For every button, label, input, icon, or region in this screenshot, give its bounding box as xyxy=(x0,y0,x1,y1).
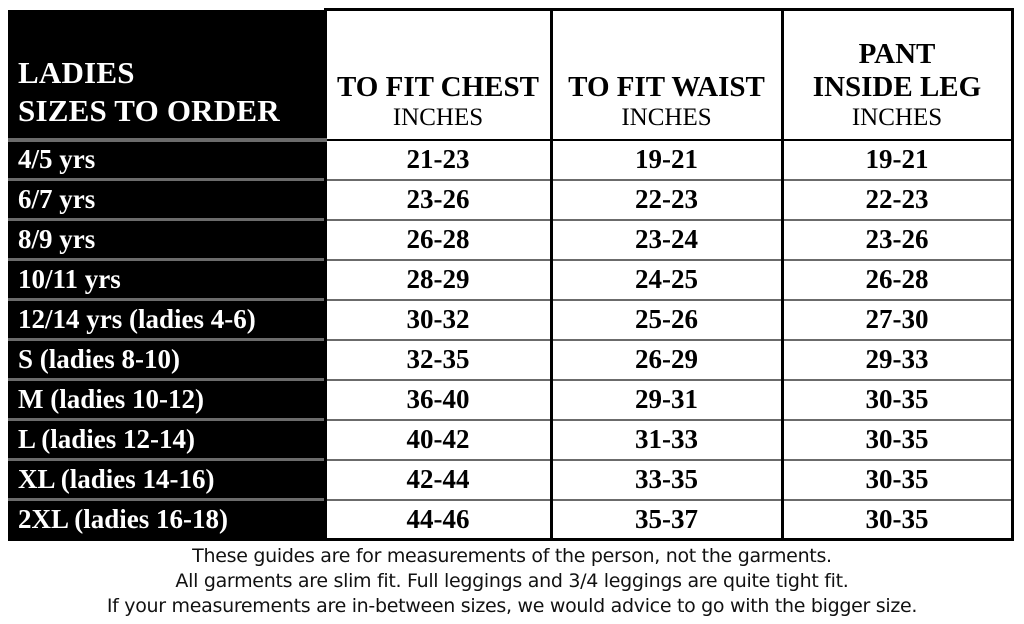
column-header-chest: TO FIT CHEST INCHES xyxy=(323,8,553,141)
leg-header-unit: INCHES xyxy=(851,104,943,131)
cell-leg: 29-33 xyxy=(780,338,1014,380)
cell-waist: 23-24 xyxy=(549,218,784,260)
cell-chest: 30-32 xyxy=(323,298,553,340)
column-header-waist: TO FIT WAIST INCHES xyxy=(549,8,784,141)
cell-leg: 22-23 xyxy=(780,178,1014,220)
size-chart-table: LADIES SIZES TO ORDER TO FIT CHEST INCHE… xyxy=(8,8,1014,541)
cell-size: 12/14 yrs (ladies 4-6) xyxy=(8,298,327,340)
footnote-line: If your measurements are in-between size… xyxy=(106,595,918,617)
cell-size: 4/5 yrs xyxy=(8,137,327,180)
cell-waist: 33-35 xyxy=(549,458,784,500)
cell-waist: 29-31 xyxy=(549,378,784,420)
chest-header-title: TO FIT CHEST xyxy=(336,70,539,103)
cell-size: M (ladies 10-12) xyxy=(8,378,327,420)
table-row: 10/11 yrs 28-29 24-25 26-28 xyxy=(8,258,1014,300)
cell-waist: 26-29 xyxy=(549,338,784,380)
column-header-inside-leg: PANT INSIDE LEG INCHES xyxy=(780,8,1014,141)
cell-size: 2XL (ladies 16-18) xyxy=(8,498,327,541)
cell-leg: 26-28 xyxy=(780,258,1014,300)
cell-waist: 25-26 xyxy=(549,298,784,340)
leg-header-title-line-2: INSIDE LEG xyxy=(812,70,982,103)
table-row: S (ladies 8-10) 32-35 26-29 29-33 xyxy=(8,338,1014,380)
table-header: LADIES SIZES TO ORDER TO FIT CHEST INCHE… xyxy=(8,8,1014,141)
footnote-block: These guides are for measurements of the… xyxy=(0,544,1024,619)
cell-leg: 19-21 xyxy=(780,138,1014,180)
cell-chest: 36-40 xyxy=(323,378,553,420)
cell-size: 6/7 yrs xyxy=(8,178,327,220)
sizes-header-line-2: SIZES TO ORDER xyxy=(18,92,280,128)
table-row: M (ladies 10-12) 36-40 29-31 30-35 xyxy=(8,378,1014,420)
cell-chest: 32-35 xyxy=(323,338,553,380)
table-body: 4/5 yrs 21-23 19-21 19-21 6/7 yrs 23-26 22-23 2… xyxy=(8,137,1014,541)
cell-size: S (ladies 8-10) xyxy=(8,338,327,380)
cell-size: XL (ladies 14-16) xyxy=(8,458,327,500)
leg-header-title-line-1: PANT xyxy=(858,38,936,71)
sizes-header-line-1: LADIES xyxy=(18,54,135,90)
cell-size: 10/11 yrs xyxy=(8,258,327,300)
cell-leg: 30-35 xyxy=(780,458,1014,500)
table-row: 4/5 yrs 21-23 19-21 19-21 xyxy=(8,137,1014,180)
column-header-sizes: LADIES SIZES TO ORDER xyxy=(8,9,327,140)
cell-chest: 26-28 xyxy=(323,218,553,260)
cell-chest: 28-29 xyxy=(323,258,553,300)
cell-waist: 35-37 xyxy=(549,498,784,541)
cell-leg: 30-35 xyxy=(780,418,1014,460)
table-row: XL (ladies 14-16) 42-44 33-35 30-35 xyxy=(8,458,1014,500)
cell-waist: 24-25 xyxy=(549,258,784,300)
chest-header-unit: INCHES xyxy=(392,104,484,131)
cell-size: 8/9 yrs xyxy=(8,218,327,260)
cell-chest: 42-44 xyxy=(323,458,553,500)
cell-size: L (ladies 12-14) xyxy=(8,418,327,460)
waist-header-title: TO FIT WAIST xyxy=(568,70,765,103)
cell-waist: 31-33 xyxy=(549,418,784,460)
cell-chest: 21-23 xyxy=(323,138,553,180)
footnote-line: These guides are for measurements of the… xyxy=(192,545,832,567)
table-row: 12/14 yrs (ladies 4-6) 30-32 25-26 27-30 xyxy=(8,298,1014,340)
cell-leg: 30-35 xyxy=(780,498,1014,541)
cell-waist: 22-23 xyxy=(549,178,784,220)
cell-leg: 23-26 xyxy=(780,218,1014,260)
header-row: LADIES SIZES TO ORDER TO FIT CHEST INCHE… xyxy=(8,8,1014,141)
table-row: 8/9 yrs 26-28 23-24 23-26 xyxy=(8,218,1014,260)
table-row: 2XL (ladies 16-18) 44-46 35-37 30-35 xyxy=(8,498,1014,541)
cell-leg: 27-30 xyxy=(780,298,1014,340)
waist-header-unit: INCHES xyxy=(621,104,712,131)
cell-chest: 44-46 xyxy=(323,498,553,541)
table-row: 6/7 yrs 23-26 22-23 22-23 xyxy=(8,178,1014,220)
cell-chest: 40-42 xyxy=(323,418,553,460)
table-row: L (ladies 12-14) 40-42 31-33 30-35 xyxy=(8,418,1014,460)
cell-chest: 23-26 xyxy=(323,178,553,220)
footnote-line: All garments are slim fit. Full leggings… xyxy=(175,570,849,592)
cell-waist: 19-21 xyxy=(549,138,784,180)
cell-leg: 30-35 xyxy=(780,378,1014,420)
